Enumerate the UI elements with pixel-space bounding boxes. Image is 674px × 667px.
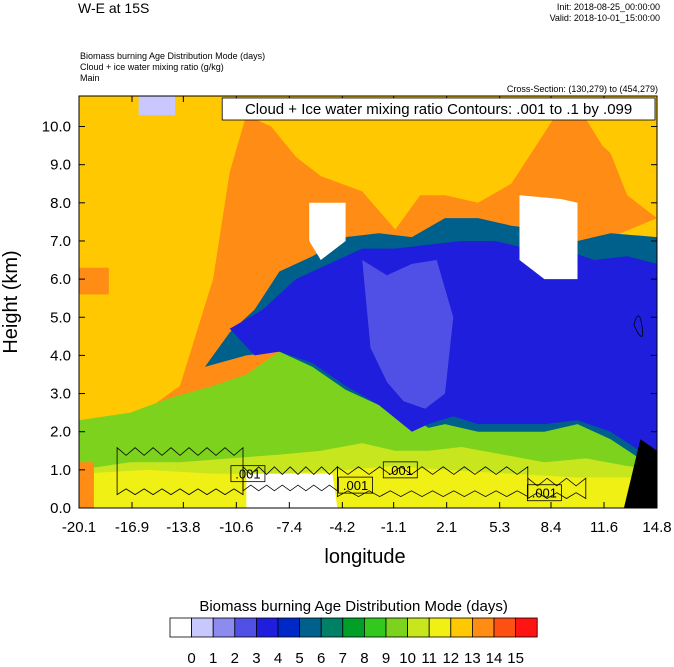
x-tick-label-0: -20.1 (62, 519, 96, 536)
x-tick-label-6: -1.1 (381, 519, 407, 536)
colorbar-swatch-2 (212, 617, 236, 638)
field-line-2: Cloud + ice water mixing ratio (g/kg) (80, 62, 224, 72)
contour-labels: .001 .001 .001 .001 (230, 461, 562, 502)
colorbar-tick-label-2: 2 (231, 650, 239, 667)
colorbar-title: Biomass burning Age Distribution Mode (d… (199, 598, 507, 615)
colorbar-tick-label-14: 14 (486, 650, 503, 667)
colorbar-swatch-13 (450, 617, 473, 638)
fill-layer-9 (309, 202, 346, 260)
colorbar-tick-label-10: 10 (399, 650, 416, 667)
y-tick-label-0: 0.0 (50, 500, 71, 517)
fill-layer-7 (79, 466, 657, 508)
x-axis-label: longitude (324, 546, 405, 568)
y-tick-label-2: 2.0 (50, 424, 71, 441)
colorbar-tick-label-12: 12 (442, 650, 459, 667)
y-tick-label-5: 5.0 (50, 309, 71, 326)
colorbar-swatch-9 (363, 617, 387, 638)
contour-title-box (221, 97, 656, 121)
x-tick-label-3: -10.6 (219, 519, 253, 536)
contour-label-0: .001 (235, 467, 260, 482)
contour-label-3: .001 (532, 486, 557, 501)
patch-0 (138, 96, 176, 116)
contour-loop-far-east (527, 477, 587, 500)
colorbar-swatch-4 (255, 617, 279, 638)
colorbar-swatch-6 (299, 617, 322, 638)
colorbar-swatch-10 (385, 617, 409, 638)
contour-label-box-0 (230, 465, 266, 483)
colorbar-swatch-7 (320, 617, 344, 638)
plot-area: .001 .001 .001 .001 (79, 96, 657, 508)
y-tick-label-8: 8.0 (50, 195, 71, 212)
colorbar-swatch-1 (191, 617, 214, 638)
x-tick-label-10: 11.6 (590, 519, 618, 536)
y-tick-label-10: 10.0 (42, 119, 71, 136)
field-line-3: Main (80, 73, 100, 83)
cross-section-label: Cross-Section: (130,279) to (454,279) (506, 84, 658, 94)
colorbar-swatch-15 (493, 617, 517, 638)
contour-loop-upper-east (633, 315, 644, 337)
y-tick-label-7: 7.0 (50, 233, 71, 250)
colorbar-swatch-8 (342, 617, 365, 638)
colorbar-tick-label-1: 1 (209, 650, 217, 667)
colorbar-tick-label-9: 9 (382, 650, 390, 667)
init-time: Init: 2018-08-25_00:00:00 (556, 2, 660, 12)
x-tick-label-4: -7.4 (276, 519, 302, 536)
field-line-1: Biomass burning Age Distribution Mode (d… (80, 51, 266, 61)
y-tick-label-6: 6.0 (50, 271, 71, 288)
colorbar-tick-label-5: 5 (295, 650, 303, 667)
colorbar-swatch-3 (234, 617, 257, 638)
colorbar-swatch-11 (407, 617, 430, 638)
contour-label-box-3 (526, 484, 562, 502)
colorbar-tick-label-11: 11 (421, 650, 437, 667)
contour-lines (116, 315, 644, 500)
colorbar-swatch-0 (169, 617, 193, 638)
y-tick-label-9: 9.0 (50, 157, 71, 174)
contour-label-box-1 (338, 476, 373, 494)
colorbar-tick-label-7: 7 (339, 650, 347, 667)
colorbar-tick-label-6: 6 (317, 650, 325, 667)
fill-layer-11 (79, 462, 94, 508)
colorbar-tick-label-3: 3 (252, 650, 260, 667)
fill-layer-12 (623, 439, 657, 508)
colorbar-tick-label-0: 0 (187, 650, 195, 667)
contour-label-2: .001 (388, 463, 413, 478)
contour-loop-west (116, 446, 244, 496)
colorbar-swatch-14 (471, 617, 495, 638)
colorbar-swatch-5 (277, 617, 301, 638)
y-axis-label: Height (km) (0, 250, 22, 353)
x-tick-label-11: 14.8 (642, 519, 671, 536)
colorbar-tick-label-15: 15 (507, 650, 524, 667)
valid-time: Valid: 2018-10-01_15:00:00 (549, 13, 660, 23)
x-tick-label-2: -13.8 (166, 519, 200, 536)
colorbar-swatch-16 (515, 617, 538, 638)
fill-layer-8 (246, 473, 338, 508)
patch-1 (79, 267, 109, 295)
y-tick-label-4: 4.0 (50, 347, 71, 364)
x-tick-label-5: -4.2 (329, 519, 355, 536)
fill-layer-1 (79, 96, 214, 287)
x-tick-label-8: 5.3 (489, 519, 510, 536)
contour-title: Cloud + Ice water mixing ratio Contours:… (245, 101, 632, 118)
axes: -20.1 -16.9 -13.8 -10.6 -7.4 -4.2 -1.1 2.1 5.3 8.… (0, 95, 672, 568)
contour-label-box-2 (382, 461, 418, 479)
colorbar-tick-label-13: 13 (464, 650, 481, 667)
contour-label-1: .001 (343, 478, 368, 493)
colorbar-swatch-12 (428, 617, 452, 638)
y-tick-label-1: 1.0 (50, 462, 71, 479)
x-tick-label-7: 2.1 (436, 519, 457, 536)
fill-layer-5 (362, 260, 454, 409)
figure-title: W-E at 15S (78, 0, 150, 16)
x-tick-label-1: -16.9 (115, 519, 149, 536)
y-tick-label-3: 3.0 (50, 386, 71, 403)
fill-layer-10 (519, 195, 578, 280)
colorbar-tick-label-8: 8 (360, 650, 368, 667)
colorbar-tick-label-4: 4 (274, 650, 282, 667)
x-tick-label-9: 8.4 (541, 519, 562, 536)
plot-frame (78, 95, 658, 509)
